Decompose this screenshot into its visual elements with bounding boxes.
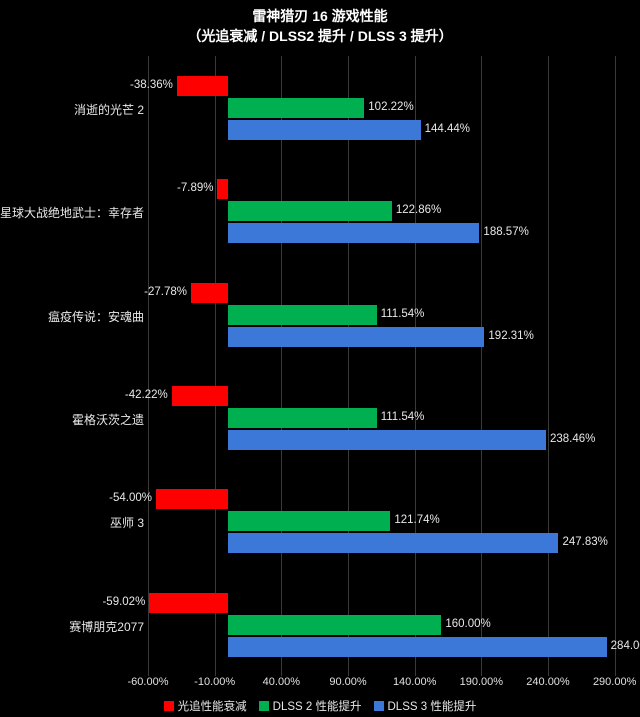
legend-label: DLSS 2 性能提升	[273, 701, 362, 713]
x-tick-label: 140.00%	[393, 676, 436, 688]
bar-value-label: 238.46%	[550, 433, 595, 445]
bar-rt	[149, 593, 228, 613]
bar-rt	[217, 179, 228, 199]
legend-swatch	[259, 701, 269, 711]
bar-dlss3	[228, 120, 421, 140]
bar-value-label: -27.78%	[144, 286, 187, 298]
bar-rt	[172, 386, 228, 406]
legend-label: 光追性能衰减	[178, 701, 247, 713]
bar-dlss3	[228, 430, 546, 450]
legend-item: DLSS 3 性能提升	[374, 698, 477, 714]
bars-layer: -38.36%102.22%144.44%-7.89%122.86%188.57…	[148, 56, 628, 676]
bar-dlss2	[228, 511, 390, 531]
x-tick-label: -60.00%	[128, 676, 169, 688]
y-labels: 消逝的光芒 2 星球大战绝地武士：幸存者瘟疫传说：安魂曲霍格沃茨之遗巫师 3 赛博朋…	[0, 56, 148, 676]
bar-dlss2	[228, 615, 441, 635]
bar-rt	[156, 489, 228, 509]
bar-dlss3	[228, 223, 479, 243]
x-axis: -60.00% -10.00% 40.00% 90.00% 140.00% 190.00%…	[0, 676, 640, 696]
game-label: 星球大战绝地武士：幸存者	[0, 204, 144, 221]
legend-item: DLSS 2 性能提升	[259, 698, 362, 714]
legend-item: 光追性能衰减	[164, 698, 247, 714]
bar-dlss3	[228, 533, 558, 553]
game-label: 霍格沃茨之遗	[72, 411, 144, 428]
bar-dlss3	[228, 637, 607, 657]
bar-dlss2	[228, 98, 364, 118]
game-label: 巫师 3	[110, 514, 144, 531]
x-tick-label: 90.00%	[329, 676, 366, 688]
title-line-2: （光追衰减 / DLSS2 提升 / DLSS 3 提升）	[0, 26, 640, 46]
bar-dlss3	[228, 327, 484, 347]
x-tick-label: 290.00%	[593, 676, 636, 688]
legend-swatch	[164, 701, 174, 711]
x-tick-label: -10.00%	[194, 676, 235, 688]
bar-value-label: 247.83%	[562, 536, 607, 548]
chart-title: 雷神猎刃 16 游戏性能 （光追衰减 / DLSS2 提升 / DLSS 3 提…	[0, 0, 640, 46]
game-label: 赛博朋克2077	[69, 618, 144, 635]
legend: 光追性能衰减 DLSS 2 性能提升 DLSS 3 性能提升	[0, 698, 640, 714]
x-tick-label: 190.00%	[460, 676, 503, 688]
legend-swatch	[374, 701, 384, 711]
bar-dlss2	[228, 408, 377, 428]
bar-dlss2	[228, 305, 377, 325]
bar-value-label: 102.22%	[368, 101, 413, 113]
bar-value-label: 121.74%	[394, 514, 439, 526]
bar-value-label: 284.00%	[611, 640, 640, 652]
game-label: 消逝的光芒 2	[74, 101, 144, 118]
bar-value-label: 111.54%	[381, 308, 425, 320]
plot-area: -38.36%102.22%144.44%-7.89%122.86%188.57…	[148, 56, 628, 676]
bar-value-label: 192.31%	[488, 330, 533, 342]
x-tick-label: 40.00%	[263, 676, 300, 688]
game-label: 瘟疫传说：安魂曲	[48, 308, 144, 325]
bar-value-label: 160.00%	[445, 618, 490, 630]
bar-dlss2	[228, 201, 392, 221]
x-tick-label: 240.00%	[526, 676, 569, 688]
legend-label: DLSS 3 性能提升	[388, 701, 477, 713]
title-line-1: 雷神猎刃 16 游戏性能	[0, 6, 640, 26]
bar-value-label: 144.44%	[425, 123, 470, 135]
bar-value-label: 188.57%	[483, 226, 528, 238]
performance-chart: 雷神猎刃 16 游戏性能 （光追衰减 / DLSS2 提升 / DLSS 3 提…	[0, 0, 640, 717]
bar-rt	[191, 283, 228, 303]
bar-value-label: -7.89%	[177, 182, 213, 194]
bar-value-label: 111.54%	[381, 411, 425, 423]
bar-value-label: 122.86%	[396, 204, 441, 216]
bar-rt	[177, 76, 228, 96]
